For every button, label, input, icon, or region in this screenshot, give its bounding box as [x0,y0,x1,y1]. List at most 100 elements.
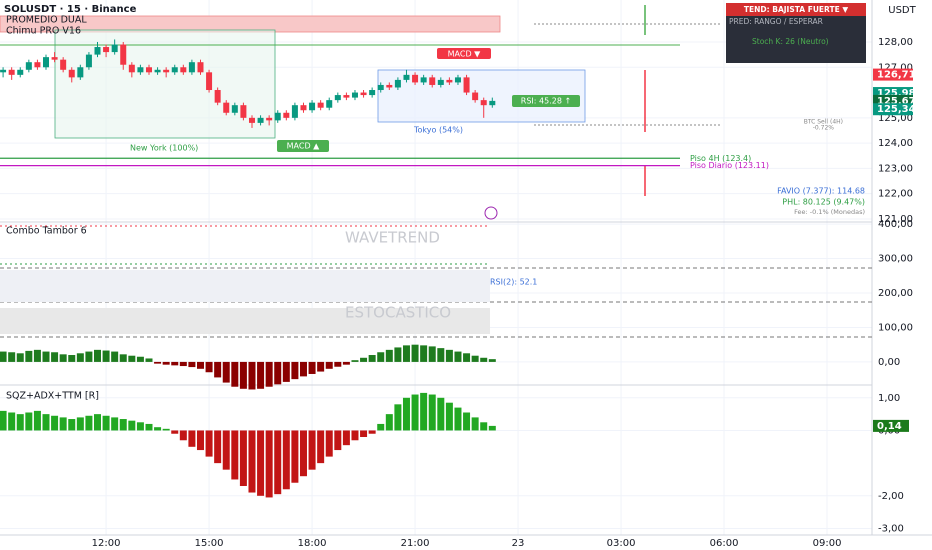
session-label: Tokyo (54%) [413,126,463,135]
histogram-bar [205,430,213,457]
histogram-bar [33,349,41,362]
histogram-bar [411,344,419,362]
histogram-bar [454,407,462,431]
histogram-bar [437,348,445,362]
histogram-bar [85,351,93,362]
histogram-bar [282,430,290,490]
candle-body [446,79,453,83]
histogram-bar [274,430,282,495]
histogram-bar [317,361,325,372]
histogram-bar [291,430,299,483]
candle-body [420,77,427,83]
histogram-bar [488,425,496,431]
y-tick-label: 128,00 [878,37,913,48]
histogram-bar [368,355,376,362]
histogram-bar [128,420,136,431]
candle-body [317,102,324,108]
indicator-name: PROMEDIO DUAL [6,15,87,26]
chart-title: SOLUSDT · 15 · Binance [4,4,137,15]
candle-body [111,44,118,53]
candle-body [291,105,298,118]
candle-body [240,105,247,118]
histogram-bar [265,361,273,387]
icon[interactable] [484,206,498,220]
badge [437,48,491,59]
info-header [726,3,866,16]
pane-title: Combo Tambor 6 [6,226,87,237]
candle-body [429,77,436,85]
value-badge [873,419,909,432]
histogram-bar [437,397,445,431]
y-tick-label: 127,00 [878,62,913,73]
price-badge-label: 126,71 [877,70,916,81]
histogram-bar [463,412,471,431]
candle-body [68,69,75,78]
histogram-bar [188,430,196,447]
candle-body [369,90,376,96]
candle-body [437,79,444,85]
candle-body [85,54,92,68]
stat-label: Fee: -0.1% (Monedas) [794,208,865,216]
histogram-bar [299,430,307,477]
histogram-bar [360,430,368,437]
x-tick-label: 21:00 [401,538,430,549]
prediction-label: PRED: RANGO / ESPERAR [729,17,823,26]
trend-label: TEND: BAJISTA FUERTE ▼ [744,5,848,14]
histogram-bar [402,397,410,431]
histogram-bar [368,430,376,434]
currency: USDT [888,5,916,16]
histogram-bar [128,355,136,362]
histogram-bar [385,414,393,431]
histogram-bar [377,352,385,362]
y-tick-label: 200,00 [878,288,913,299]
x-tick-label: 18:00 [298,538,327,549]
histogram-bar [42,414,50,431]
x-tick-label: 09:00 [813,538,842,549]
candle-body [17,69,24,75]
histogram-bar [16,353,24,362]
badge [512,95,580,107]
price-badge [873,68,913,81]
histogram-bar [59,417,67,431]
candle-body [145,67,152,73]
histogram-bar [162,428,170,431]
y-tick-label: 100,00 [878,322,913,333]
histogram-bar [257,430,265,496]
histogram-bar [76,417,84,431]
badge [277,140,329,152]
histogram-bar [119,354,127,362]
signal-label: RSI: 45.28 ↑ [521,97,571,106]
note: -0.72% [813,125,835,132]
histogram-bar [93,349,101,362]
candle-body [403,74,410,80]
level-label: Piso Diario (123.11) [690,161,769,170]
x-tick-label: 12:00 [92,538,121,549]
histogram-bar [394,347,402,362]
histogram-bar [231,361,239,387]
y-tick-label: 300,00 [878,254,913,265]
candle-body [266,117,273,121]
histogram-bar [33,410,41,431]
histogram-bar [145,358,153,362]
histogram-bar [342,361,350,365]
histogram-bar [325,361,333,369]
y-tick-label: 124,00 [878,138,913,149]
candle-body [394,79,401,88]
histogram-bar [299,361,307,377]
histogram-bar [85,415,93,431]
histogram-bar [222,430,230,470]
histogram-bar [214,430,222,464]
histogram-bar [179,430,187,441]
histogram-bar [411,394,419,431]
histogram-bar [445,349,453,362]
candle-body [197,62,204,73]
candle-body [188,62,195,73]
histogram-bar [171,430,179,434]
watermark: WAVETREND [345,229,440,247]
histogram-bar [136,356,144,362]
candle-body [248,117,255,123]
histogram-bar [196,361,204,369]
histogram-bar [154,361,162,364]
candle-body [309,102,316,111]
